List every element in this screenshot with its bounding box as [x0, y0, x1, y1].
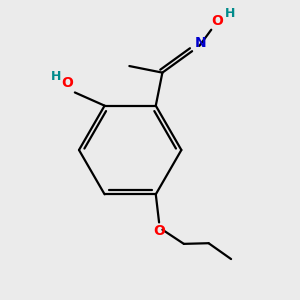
- Text: O: O: [153, 224, 165, 238]
- Text: H: H: [51, 70, 61, 83]
- Text: N: N: [195, 35, 206, 50]
- Text: O: O: [211, 14, 223, 28]
- Text: O: O: [61, 76, 73, 91]
- Text: H: H: [224, 8, 235, 20]
